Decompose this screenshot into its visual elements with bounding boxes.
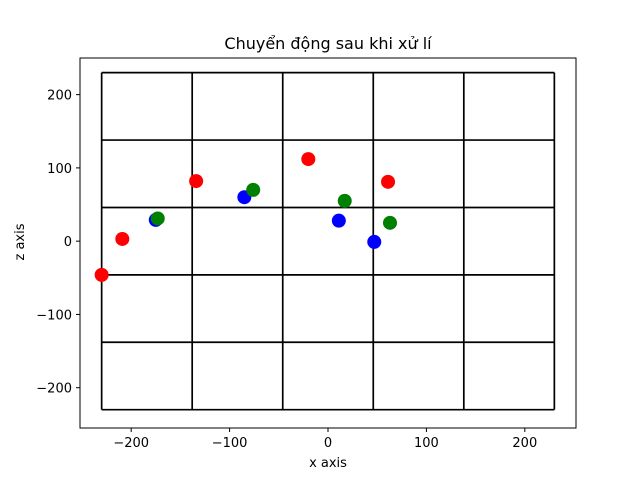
x-tick-label-1: −100 [212,436,248,451]
data-point-s0-1 [115,231,130,246]
axes-frame [79,57,577,429]
y-tick-label-2: 0 [64,235,72,250]
data-point-s2-2 [337,193,352,208]
data-point-s1-3 [367,234,382,249]
y-tick-label-4: 200 [47,89,72,104]
data-point-s1-2 [331,213,346,228]
data-point-s0-0 [94,267,109,282]
y-tick-label-1: −100 [36,308,72,323]
y-tick-label-0: −200 [36,382,72,397]
data-point-s0-4 [381,174,396,189]
x-tick-label-2: 0 [324,436,332,451]
plot-area: −200 −100 0 100 200 −200 −100 0 100 200 [36,57,577,451]
x-axis-label: x axis [309,456,347,471]
x-tick-label-4: 200 [512,436,537,451]
chart-title: Chuyển động sau khi xử lí [224,34,432,53]
data-point-s2-3 [383,215,397,230]
y-tick-label-3: 100 [47,162,72,177]
data-point-s2-0 [150,211,165,226]
data-point-s0-2 [189,174,204,189]
x-tick-label-3: 100 [414,436,439,451]
data-point-s0-3 [301,152,316,167]
data-point-s2-1 [246,182,261,197]
y-axis-label: z axis [13,223,28,260]
x-tick-label-0: −200 [113,436,149,451]
